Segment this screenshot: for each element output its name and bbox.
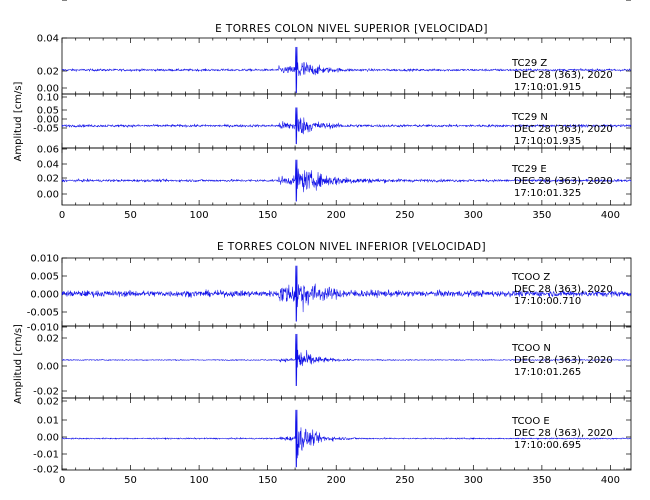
x-tick-label: 400 — [601, 210, 620, 221]
chart-title: E TORRES COLON NIVEL INFERIOR [VELOCIDAD… — [217, 241, 486, 253]
y-tick-label: -0.005 — [27, 308, 59, 319]
station-label: TCOO E — [511, 416, 550, 427]
x-tick-label: 0 — [59, 210, 65, 221]
x-tick-label: 50 — [124, 475, 137, 486]
y-tick-label: 0.04 — [37, 160, 59, 171]
y-tick-label: 0.00 — [37, 115, 59, 126]
seismic-trace — [61, 46, 632, 94]
y-tick-label: -0.05 — [33, 124, 59, 135]
y-tick-label: 0.02 — [37, 174, 59, 185]
station-label: TC29 Z — [511, 58, 547, 69]
y-tick-label: 0.00 — [37, 190, 59, 201]
x-tick-label: 100 — [190, 475, 209, 486]
panel-frame — [61, 147, 632, 206]
y-tick-label: 0.00 — [37, 84, 59, 95]
y-tick-label: -0.02 — [33, 0, 59, 3]
station-label: TCOO Z — [511, 272, 550, 283]
time-label: 17:10:00.710 — [514, 296, 581, 307]
time-label: 17:10:00.695 — [514, 440, 581, 451]
station-label: TC29 N — [511, 112, 548, 123]
y-tick-label: 0.005 — [30, 272, 59, 283]
x-tick-label: 400 — [601, 475, 620, 486]
x-tick-label: 200 — [327, 210, 346, 221]
x-tick-label: 150 — [258, 210, 277, 221]
y-tick-label: 0.02 — [37, 334, 59, 345]
y-tick-label: -0.01 — [33, 450, 59, 461]
panel-frame — [61, 397, 632, 471]
x-tick-label: 350 — [532, 210, 551, 221]
y-tick-label: -0.02 — [33, 387, 59, 398]
x-tick-label: 0 — [59, 475, 65, 486]
date-label: DEC 28 (363), 2020 — [514, 176, 613, 187]
x-tick-label: 50 — [124, 210, 137, 221]
station-label: TCOO N — [511, 343, 551, 354]
y-tick-label: 0.000 — [30, 290, 59, 301]
seismic-trace — [61, 333, 632, 387]
y-axis-label: Amplitud [cm/s] — [13, 81, 24, 161]
x-tick-label: 200 — [327, 475, 346, 486]
y-tick-label: 0.02 — [37, 397, 59, 408]
x-tick-label: 250 — [395, 210, 414, 221]
seismic-trace — [61, 159, 632, 202]
y-tick-label: 0.00 — [37, 362, 59, 373]
x-tick-label: 150 — [258, 475, 277, 486]
time-label: 17:10:01.915 — [514, 82, 581, 93]
x-tick-label: 100 — [190, 210, 209, 221]
seismic-trace — [61, 107, 632, 145]
time-label: 17:10:01.265 — [514, 367, 581, 378]
x-tick-label: 350 — [532, 475, 551, 486]
date-label: DEC 28 (363), 2020 — [514, 284, 613, 295]
station-label: TC29 E — [511, 164, 547, 175]
x-tick-label: 300 — [464, 475, 483, 486]
y-tick-label: 0.10 — [37, 93, 59, 104]
y-tick-label: 0.010 — [30, 254, 59, 265]
y-tick-label: -0.02 — [33, 0, 59, 3]
y-tick-label: 0.01 — [37, 416, 59, 427]
y-tick-label: -0.010 — [27, 323, 59, 334]
seismic-trace — [61, 409, 632, 468]
date-label: DEC 28 (363), 2020 — [514, 124, 613, 135]
date-label: DEC 28 (363), 2020 — [514, 70, 613, 81]
time-label: 17:10:01.325 — [514, 188, 581, 199]
y-tick-label: -0.02 — [33, 465, 59, 476]
chart-title: E TORRES COLON NIVEL SUPERIOR [VELOCIDAD… — [215, 23, 488, 35]
y-axis-label: Amplitud [cm/s] — [13, 324, 24, 404]
x-tick-label: 250 — [395, 475, 414, 486]
x-tick-label: 300 — [464, 210, 483, 221]
time-label: 17:10:01.935 — [514, 136, 581, 147]
y-tick-label: 0.05 — [37, 106, 59, 117]
date-label: DEC 28 (363), 2020 — [514, 355, 613, 366]
y-tick-label: 0.00 — [37, 433, 59, 444]
y-tick-label: 0.02 — [37, 67, 59, 78]
date-label: DEC 28 (363), 2020 — [514, 428, 613, 439]
y-tick-label: 0.06 — [37, 145, 59, 156]
y-tick-label: 0.04 — [37, 34, 59, 45]
seismic-trace — [61, 265, 632, 322]
y-tick-label: -0.04 — [33, 0, 59, 3]
